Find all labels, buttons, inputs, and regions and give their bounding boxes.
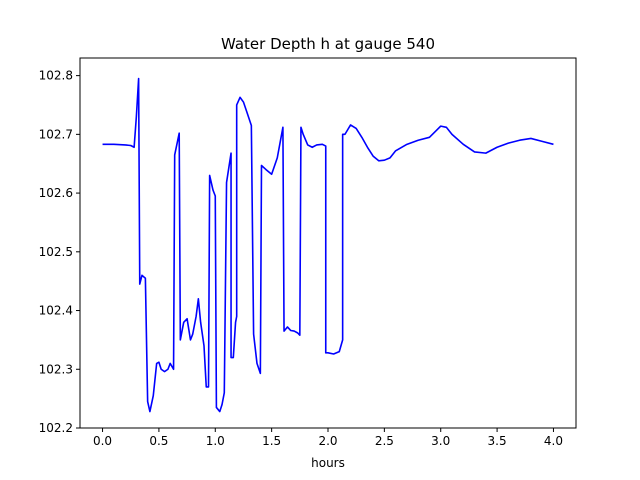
y-tick-label: 102.5 [39, 245, 73, 259]
x-axis-label: hours [311, 456, 345, 470]
ticks: 0.0 0.5 1.0 1.5 2.0 2.5 3.0 3.5 4.0 102.2 102.3 102… [39, 69, 563, 448]
x-tick-label: 1.0 [206, 434, 225, 448]
y-tick-label: 102.3 [39, 362, 73, 376]
series-line-0 [102, 77, 554, 413]
y-tick-label: 102.2 [39, 421, 73, 435]
x-tick-label: 0.5 [149, 434, 168, 448]
x-tick-label: 2.0 [318, 434, 337, 448]
plot-background [80, 58, 576, 428]
y-tick-label: 102.4 [39, 304, 73, 318]
series-layer [102, 77, 554, 413]
x-tick-label: 3.5 [488, 434, 507, 448]
x-tick-label: 1.5 [262, 434, 281, 448]
y-tick-label: 102.7 [39, 127, 73, 141]
y-tick-label: 102.8 [39, 69, 73, 83]
plot-frame [79, 57, 577, 429]
x-tick-label: 0.0 [93, 434, 112, 448]
x-tick-label: 4.0 [544, 434, 563, 448]
x-tick-label: 2.5 [375, 434, 394, 448]
y-tick-label: 102.6 [39, 186, 73, 200]
x-tick-label: 3.0 [431, 434, 450, 448]
chart-title: Water Depth h at gauge 540 [221, 35, 435, 53]
